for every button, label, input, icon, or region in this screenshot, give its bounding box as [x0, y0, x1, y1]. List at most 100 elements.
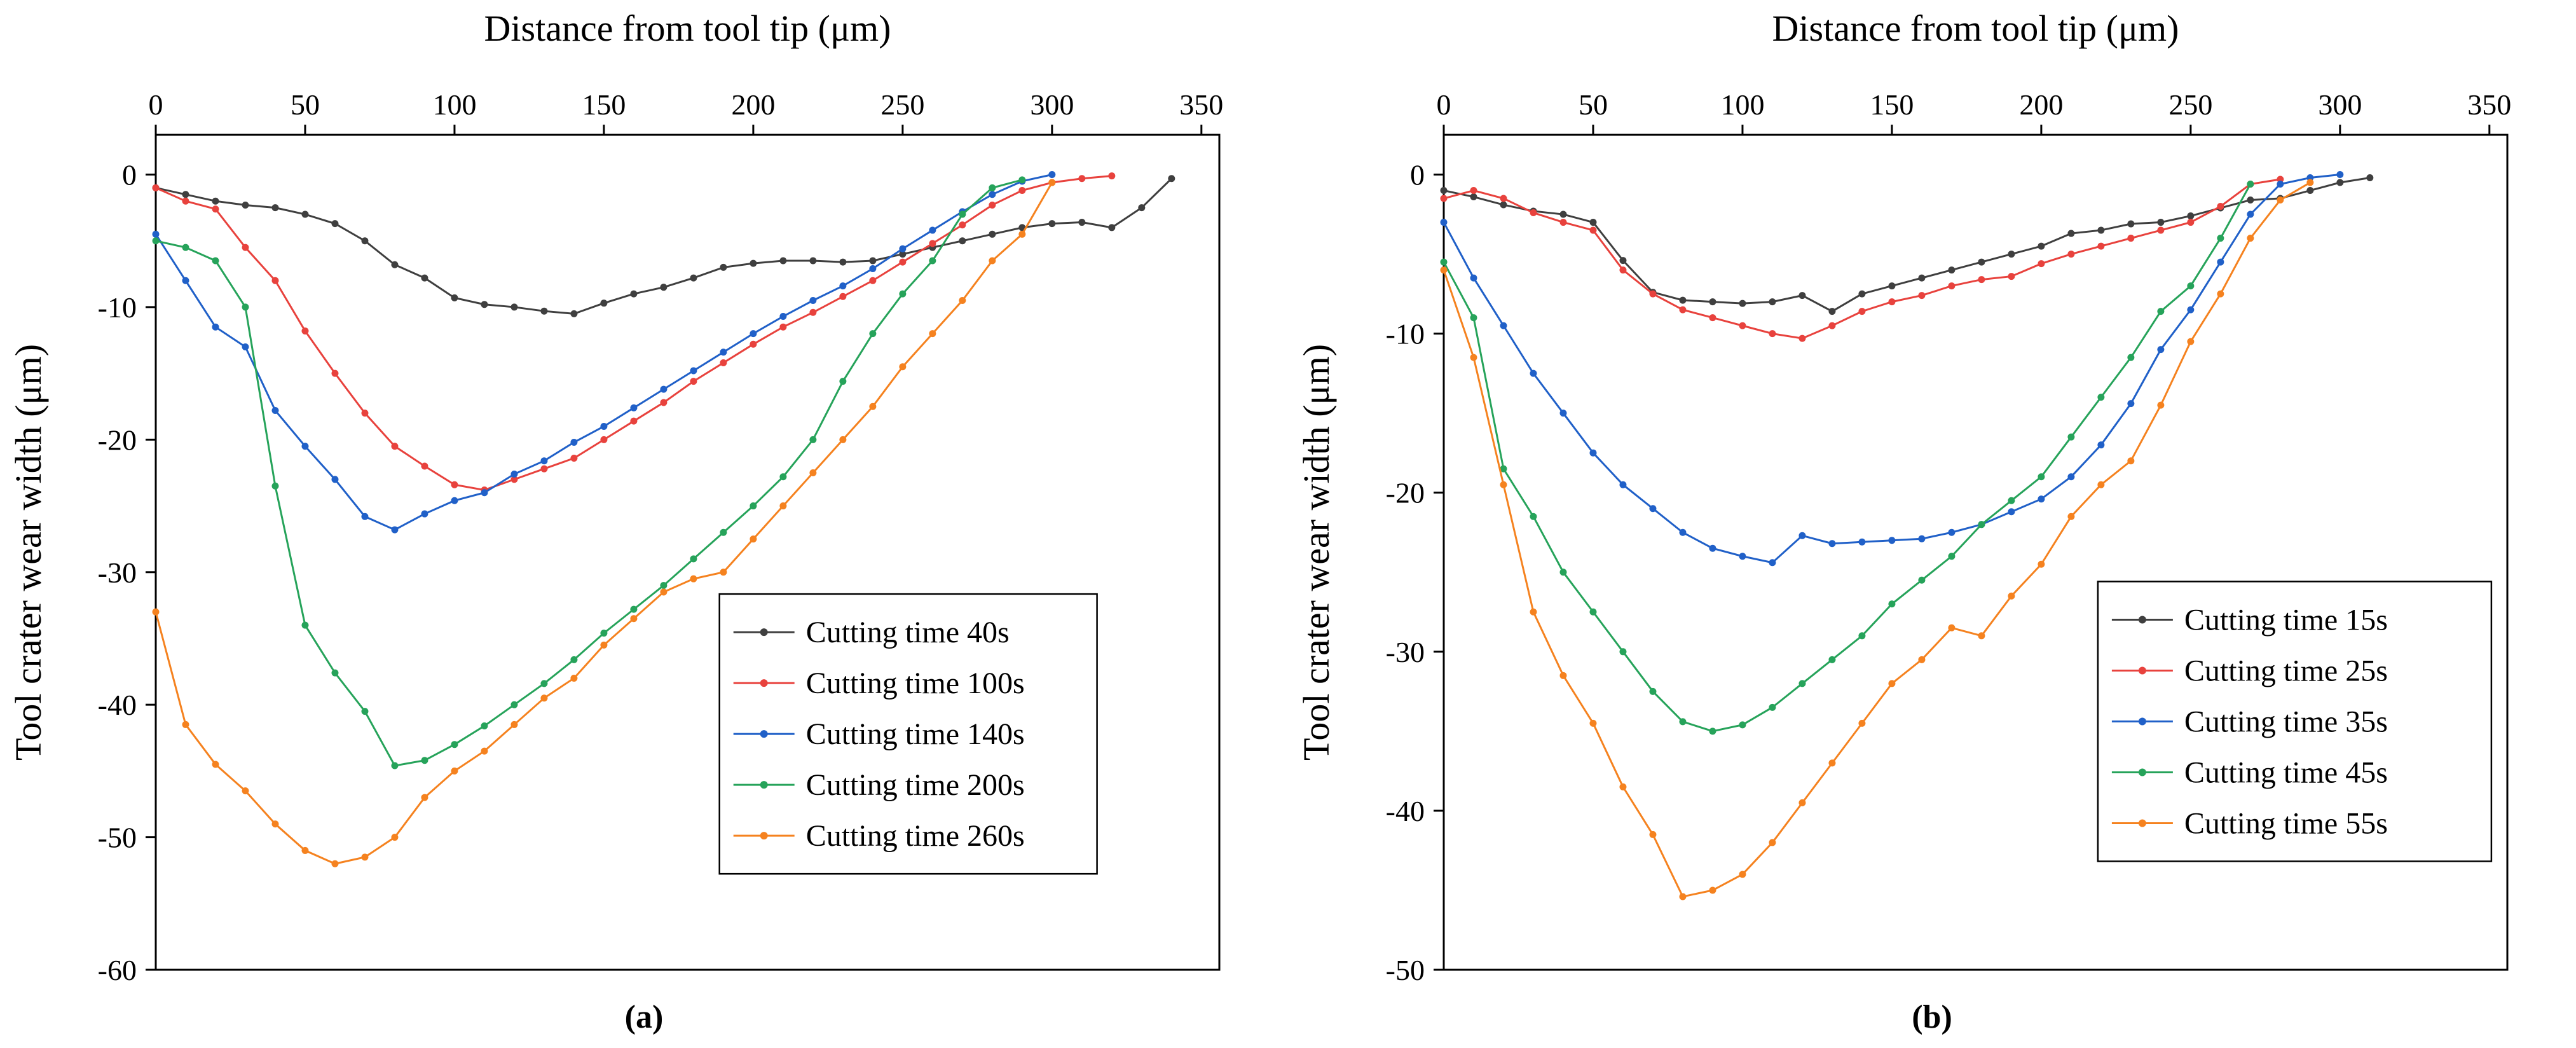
series-marker	[2097, 441, 2105, 449]
x-tick-label: 250	[2168, 88, 2212, 121]
series-marker	[779, 502, 787, 510]
series-marker	[929, 330, 936, 338]
legend-label: Cutting time 200s	[806, 768, 1025, 802]
series-marker	[212, 257, 219, 265]
series-marker	[2127, 235, 2135, 242]
series-marker	[899, 363, 907, 371]
y-tick-label: -40	[98, 689, 137, 721]
chart-svg: Distance from tool tip (μm) 0 50 100 150 200 2…	[1296, 8, 2511, 986]
series-marker	[1500, 322, 1507, 329]
series-marker	[510, 471, 518, 478]
series-marker	[1709, 544, 1716, 552]
series-marker	[570, 310, 578, 317]
series-marker	[690, 378, 697, 385]
chart-a: Distance from tool tip (μm) 0 50 100 150 200 2…	[0, 0, 1288, 992]
series-marker	[1918, 292, 1926, 300]
series-marker	[1078, 219, 1086, 226]
series-marker	[1649, 687, 1657, 695]
series-marker	[720, 528, 727, 536]
series-marker	[1828, 759, 1836, 767]
series-marker	[540, 307, 548, 315]
x-tick-label: 150	[582, 88, 626, 121]
series-marker	[1679, 306, 1687, 314]
series-marker	[1739, 721, 1746, 729]
series-marker	[1649, 831, 1657, 838]
y-tick-label: 0	[1410, 159, 1425, 191]
series-marker	[2038, 242, 2045, 250]
series-marker	[1828, 322, 1836, 329]
series-marker	[839, 436, 847, 443]
series-marker	[1888, 600, 1896, 608]
chart-panel-a: Distance from tool tip (μm) 0 50 100 150 200 2…	[0, 0, 1288, 1035]
series-marker	[2277, 197, 2284, 204]
series-marker	[570, 455, 578, 462]
series-marker	[242, 244, 249, 251]
series-marker	[720, 569, 727, 576]
series-marker	[1739, 322, 1746, 329]
series-marker	[2247, 210, 2254, 218]
series-marker	[2306, 187, 2314, 195]
series-marker	[2038, 495, 2045, 503]
series-marker	[750, 340, 757, 348]
series-marker	[1559, 410, 1567, 417]
series-marker	[242, 303, 249, 311]
series-marker	[1888, 298, 1896, 306]
series-marker	[212, 761, 219, 768]
series-marker	[1649, 505, 1657, 513]
series-marker	[1589, 449, 1597, 457]
series-marker	[2187, 282, 2195, 290]
series-marker	[1709, 314, 1716, 322]
series-marker	[421, 757, 428, 764]
series-marker	[1679, 528, 1687, 536]
series-marker	[2067, 230, 2075, 237]
y-tick-label: 0	[122, 159, 137, 191]
x-tick-label: 300	[1030, 88, 1074, 121]
series-marker	[600, 423, 608, 431]
series-marker	[2038, 260, 2045, 268]
series-marker	[182, 197, 189, 205]
series-marker	[1769, 703, 1776, 711]
series-marker	[361, 513, 369, 520]
series-marker	[152, 230, 160, 238]
x-tick-label: 50	[291, 88, 320, 121]
series-marker	[720, 348, 727, 356]
series-marker	[869, 265, 877, 272]
series-marker	[510, 701, 518, 708]
series-marker	[809, 297, 817, 305]
series-marker	[361, 410, 369, 417]
series-marker	[1559, 569, 1567, 576]
plot-frame	[154, 134, 1221, 971]
series-marker	[301, 846, 309, 854]
series-marker	[869, 330, 877, 338]
series-marker	[899, 290, 907, 298]
series-marker	[750, 535, 757, 543]
series-marker	[959, 237, 966, 245]
series-marker	[391, 762, 399, 769]
series-marker	[1798, 680, 1806, 687]
series-marker	[1589, 219, 1597, 226]
series-marker	[1739, 300, 1746, 307]
series-marker	[1978, 276, 1985, 284]
series-marker	[1769, 330, 1776, 338]
series-marker	[1619, 266, 1627, 274]
series-marker	[1018, 230, 1026, 238]
series-marker	[2157, 401, 2165, 409]
series-marker	[570, 674, 578, 682]
series-marker	[510, 476, 518, 483]
series-marker	[361, 853, 369, 861]
series-marker	[1048, 171, 1056, 179]
series-marker	[301, 621, 309, 629]
x-tick-label: 300	[2318, 88, 2362, 121]
series-line-4	[1442, 181, 2311, 898]
series-marker	[600, 630, 608, 637]
series-marker	[2217, 235, 2224, 242]
legend-label: Cutting time 140s	[806, 717, 1025, 751]
series-marker	[1858, 308, 1866, 315]
x-tick-label: 100	[432, 88, 476, 121]
series-marker	[2067, 473, 2075, 481]
series-marker	[2067, 251, 2075, 258]
series-marker	[750, 502, 757, 510]
series-marker	[1018, 176, 1026, 184]
series-marker	[481, 301, 488, 308]
x-tick-label: 50	[1579, 88, 1608, 121]
